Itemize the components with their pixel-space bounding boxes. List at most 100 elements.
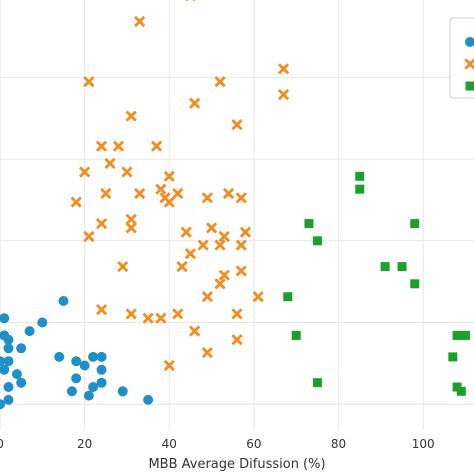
data-point-x [155,183,167,195]
data-point-circle [88,351,99,362]
data-point-square [283,292,293,302]
data-point-x [252,291,264,303]
data-point-x [277,89,290,101]
data-point-x [163,359,175,372]
data-point-x [231,308,243,320]
data-point-x [104,157,116,169]
data-point-x [214,76,226,88]
data-point-square [397,262,407,272]
data-point-square [355,184,365,194]
data-point-x [176,261,188,273]
data-point-circle [117,386,128,397]
data-point-circle [24,326,35,337]
data-point-circle [465,37,474,47]
data-point-circle [11,369,22,380]
data-point-circle [0,399,5,410]
data-point-circle [0,356,5,367]
data-point-circle [83,390,94,401]
data-point-x [112,140,125,152]
data-point-x [189,97,201,109]
x-tick-label: 100 [412,437,435,451]
data-point-x [189,325,201,337]
data-point-x [121,166,133,178]
x-tick-labels: 0 20 40 60 80 100 [0,437,435,451]
data-point-circle [37,317,48,328]
data-point-circle [96,364,107,375]
data-point-x [197,239,209,251]
data-point-x [239,226,252,238]
data-point-circle [88,382,99,392]
data-point-square [410,279,420,289]
series-square [283,171,471,396]
data-point-x [206,222,218,234]
data-point-square [410,219,420,229]
data-point-circle [3,356,14,367]
data-point-square [448,352,458,362]
data-point-x [464,58,474,70]
data-point-x [83,76,95,88]
data-point-x [134,15,146,28]
data-point-circle [0,364,10,375]
data-point-x [218,269,230,281]
data-point-x [222,187,235,200]
data-point-x [155,312,167,324]
data-point-x [235,192,247,204]
x-tick-label: 40 [162,437,177,451]
data-point-circle [71,356,82,367]
data-point-x [100,187,112,200]
data-point-x [201,347,213,359]
x-axis-label: MBB Average Difussion (%) [148,457,325,472]
data-point-square [291,330,301,340]
legend [449,17,474,99]
data-point-x [117,261,129,273]
data-point-x [163,196,175,208]
data-point-circle [3,382,14,392]
data-point-x [214,278,226,290]
data-point-square [304,219,314,229]
data-point-circle [0,313,10,324]
x-tick-label: 20 [77,437,92,451]
data-point-circle [96,377,107,388]
plot-background [0,0,474,430]
data-point-circle [58,296,69,306]
data-point-x [70,196,82,208]
data-point-circle [3,334,14,345]
data-point-x [151,140,163,152]
gridlines [0,0,474,430]
data-point-circle [3,394,14,405]
series-circle [0,296,154,410]
data-point-x [163,170,175,182]
data-point-x [95,140,108,152]
data-point-x [231,334,243,346]
data-point-square [456,386,466,396]
data-point-x [235,239,247,251]
data-point-x [125,110,137,122]
series-x [70,0,290,372]
data-point-square [452,330,462,340]
data-point-x [95,304,108,316]
data-point-square [461,330,471,340]
x-tick-label: 80 [331,437,346,451]
data-point-x [201,291,213,303]
data-point-circle [143,394,154,405]
data-point-x [79,166,91,178]
data-point-circle [16,343,27,354]
data-point-square [312,378,322,388]
data-point-circle [66,386,77,397]
data-point-x [184,248,197,260]
data-point-circle [16,377,27,388]
data-point-x [142,312,154,324]
data-point-circle [79,360,90,371]
data-point-x [201,192,213,204]
data-point-circle [71,373,82,384]
data-point-x [125,308,137,320]
data-point-x [172,308,184,320]
data-point-x [172,187,184,200]
data-point-x [125,222,137,234]
data-point-square [312,236,322,246]
x-tick-label: 0 [0,437,4,451]
data-point-x [83,230,95,243]
data-point-x [95,218,108,230]
data-point-circle [96,351,107,362]
